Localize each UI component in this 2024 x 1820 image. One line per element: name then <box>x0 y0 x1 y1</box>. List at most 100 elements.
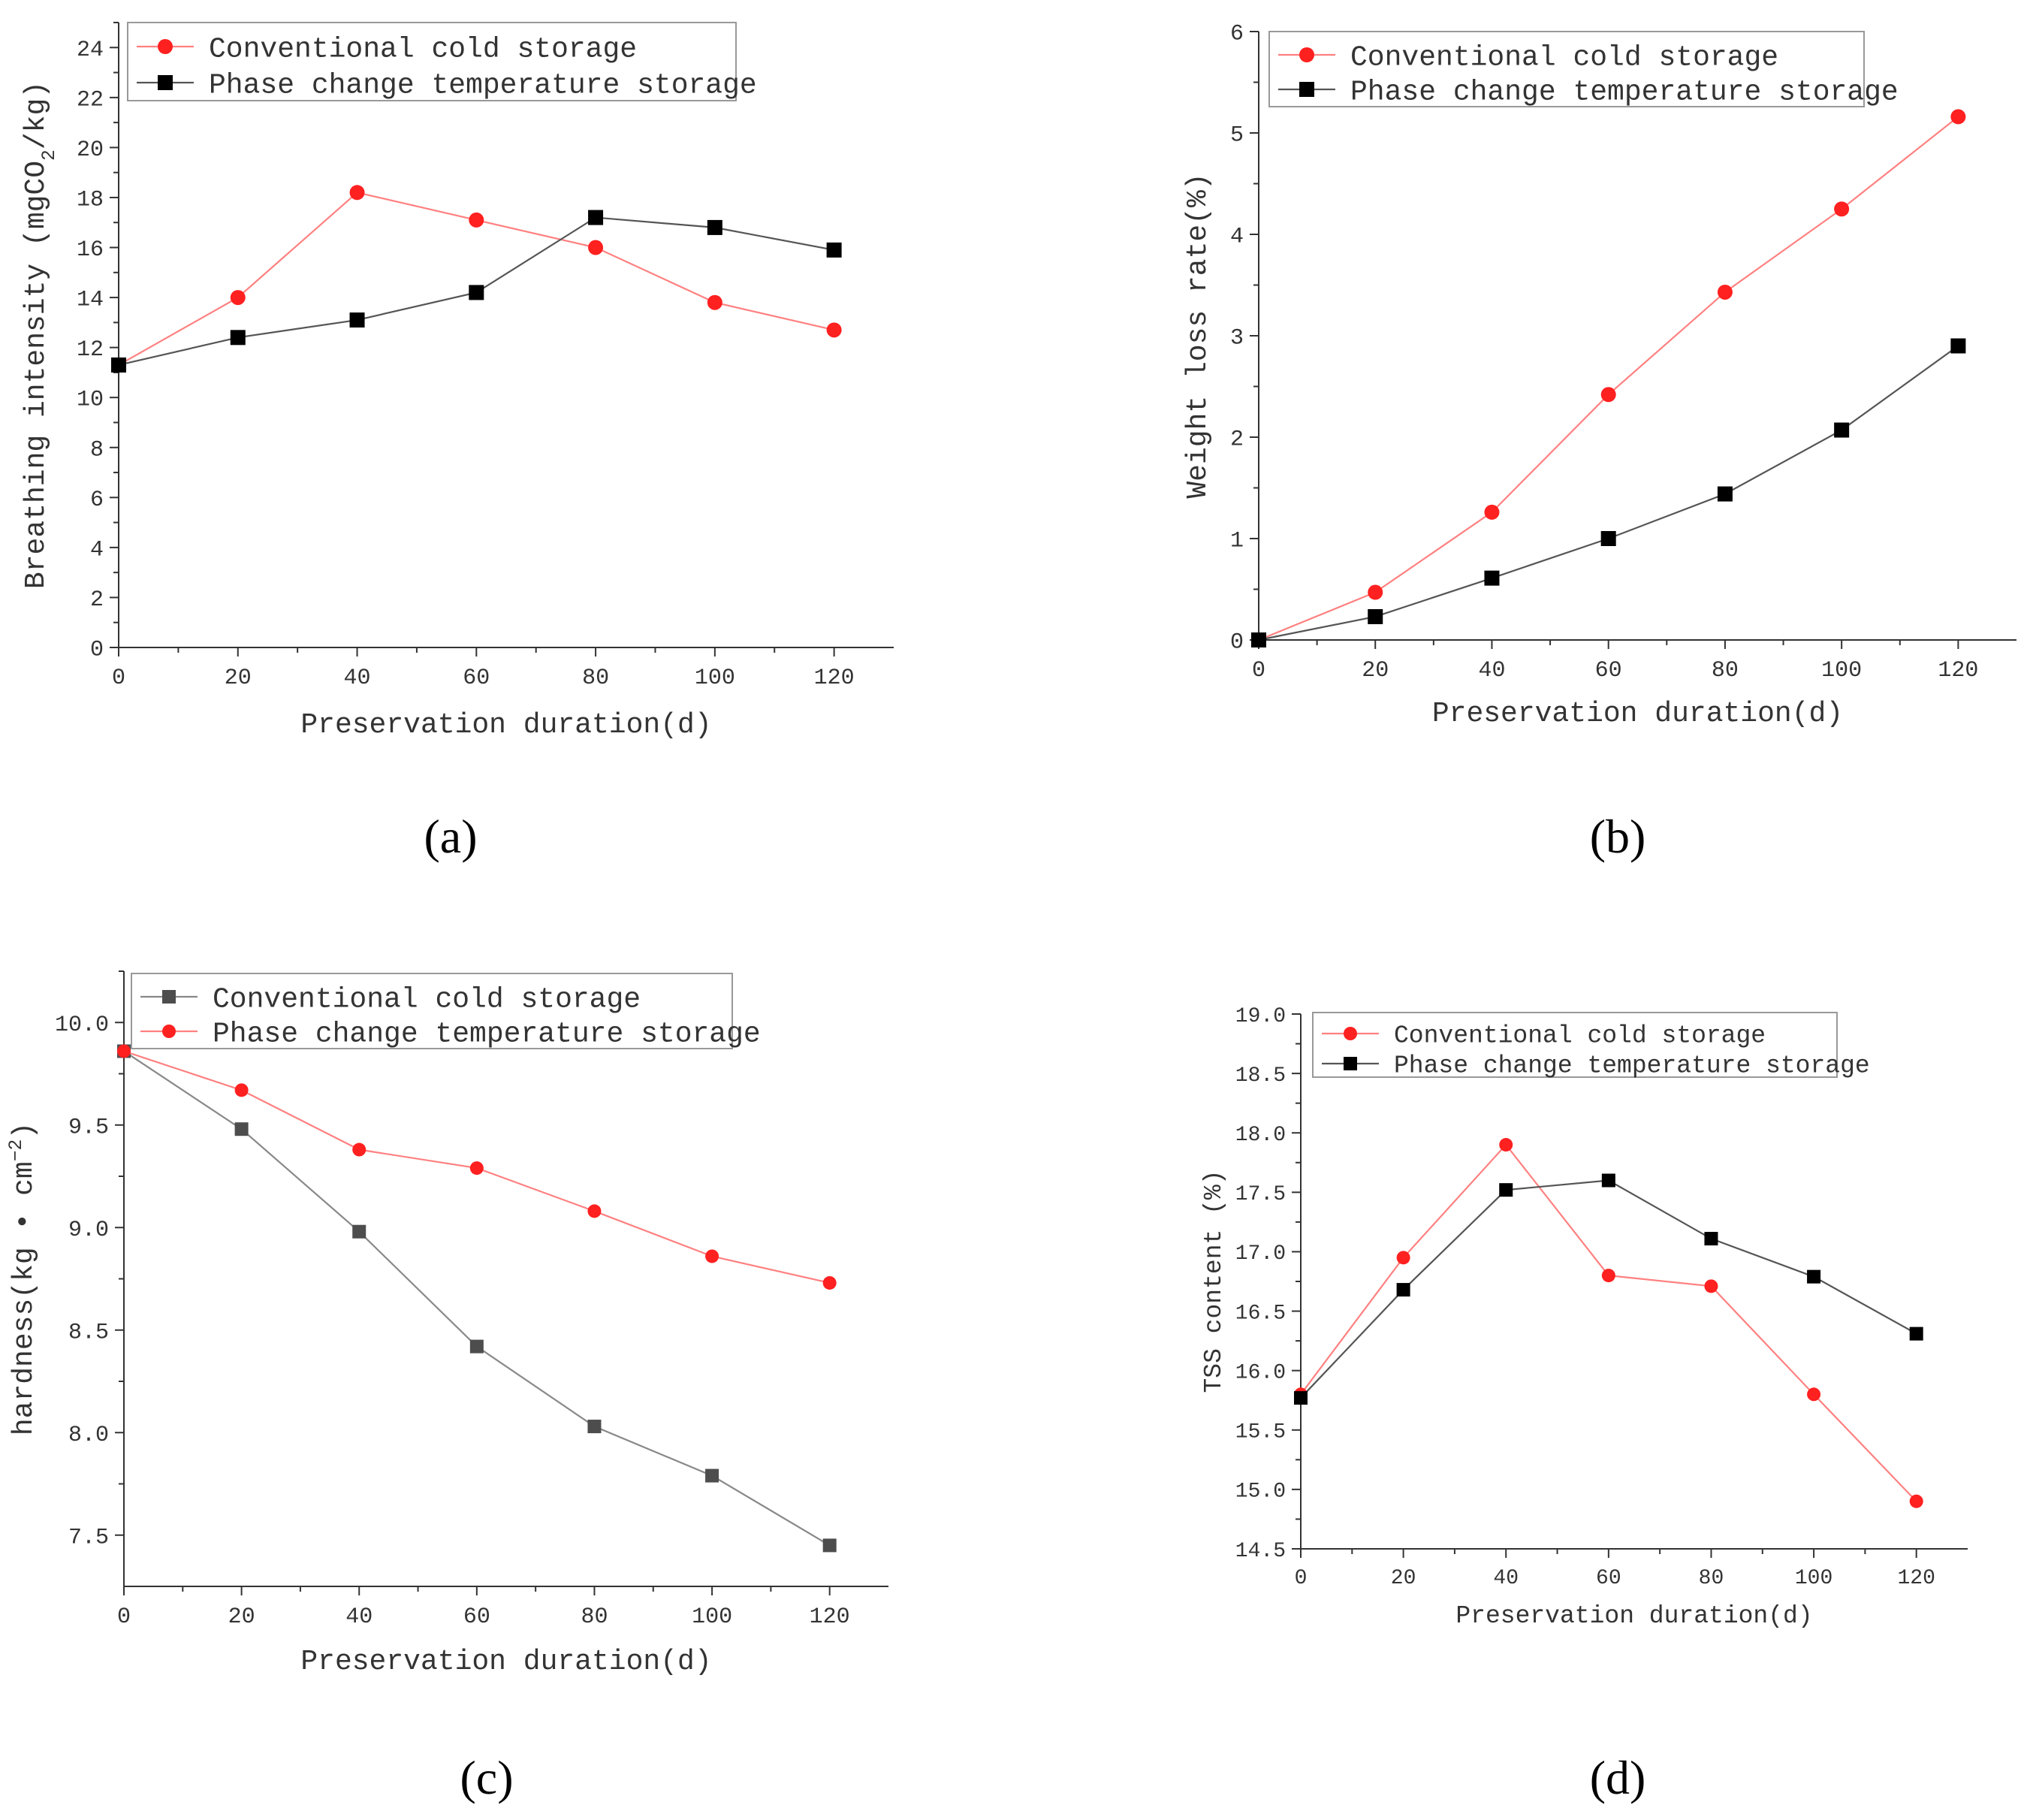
x-tick-label: 60 <box>463 1604 490 1630</box>
caption-b: (b) <box>1590 810 1646 863</box>
point-2-5 <box>1834 422 1850 438</box>
point-1-6 <box>826 322 842 338</box>
panel-d: 0 20 40 60 80 100 120 14.5 15.0 15.5 16.0 16.5 17.0 1… <box>1200 1005 1968 1630</box>
y-tick-label: 4 <box>90 537 104 563</box>
legend-label: Phase change temperature storage <box>1350 76 1899 108</box>
y-tick-label: 8.5 <box>68 1320 109 1345</box>
y-tick-label: 24 <box>77 38 104 63</box>
x-axis-label: Preservation duration(d) <box>300 709 711 741</box>
y-tick-label: 22 <box>77 87 104 113</box>
point-2-4 <box>1717 486 1733 502</box>
point-1-3 <box>1601 1269 1615 1283</box>
y-tick-label: 9.0 <box>68 1218 109 1243</box>
y-tick-label: 0 <box>1230 630 1244 656</box>
point-1-3 <box>469 212 484 228</box>
point-2-6 <box>822 1275 837 1290</box>
y-tick-label: 9.5 <box>68 1115 109 1140</box>
x-tick-label: 100 <box>1821 658 1862 684</box>
point-2-2 <box>349 312 365 328</box>
caption-d: (d) <box>1590 1751 1646 1804</box>
x-tick-label: 60 <box>1595 658 1622 684</box>
point-1-1 <box>1396 1251 1410 1265</box>
y-tick-label: 17.0 <box>1235 1242 1286 1266</box>
y-tick-label: 16.5 <box>1235 1302 1286 1325</box>
y-tick-label: 15.0 <box>1235 1480 1286 1504</box>
point-1-2 <box>349 185 365 201</box>
x-tick-label: 100 <box>692 1604 732 1630</box>
y-tick-label: 19.0 <box>1235 1005 1286 1028</box>
panel-b: 0 20 40 60 80 100 120 0 1 2 3 4 5 6 Preservation durat… <box>1182 22 2016 730</box>
legend-marker <box>162 1025 176 1038</box>
y-tick-label: 18 <box>77 187 104 213</box>
point-2-1 <box>230 330 246 346</box>
point-1-2 <box>1484 504 1500 520</box>
y-tick-label: 2 <box>90 587 104 613</box>
caption-a: (a) <box>424 810 477 863</box>
point-2-0 <box>117 1044 131 1058</box>
point-1-4 <box>587 1420 602 1434</box>
y-axis-label: hardness(kg • cm−2) <box>6 1122 41 1435</box>
point-2-3 <box>469 1161 484 1176</box>
point-1-5 <box>707 294 722 310</box>
x-tick-label: 120 <box>810 1604 850 1630</box>
y-tick-label: 15.5 <box>1235 1421 1286 1444</box>
legend-label: Conventional cold storage <box>1350 41 1778 74</box>
y-tick-label: 14.5 <box>1235 1540 1286 1563</box>
y-tick-label: 17.5 <box>1235 1183 1286 1206</box>
y-tick-label: 16 <box>77 237 104 263</box>
point-1-2 <box>352 1224 366 1239</box>
point-2-3 <box>469 285 484 300</box>
y-tick-label: 16.0 <box>1235 1361 1286 1384</box>
x-tick-label: 120 <box>1897 1567 1935 1590</box>
point-1-3 <box>469 1339 484 1354</box>
legend-box <box>127 22 737 101</box>
x-tick-label: 80 <box>582 666 609 691</box>
point-1-4 <box>588 240 604 255</box>
x-tick-label: 60 <box>463 666 490 691</box>
panel-a: 0 20 40 60 80 100 120024681012141618202224Pres… <box>20 22 894 741</box>
legend-label: Phase change temperature storage <box>213 1018 761 1050</box>
x-tick-label: 0 <box>1252 658 1265 684</box>
point-2-1 <box>1368 608 1383 624</box>
point-2-2 <box>1484 570 1500 586</box>
x-tick-label: 40 <box>345 1604 373 1630</box>
panel-c: 0 20 40 60 80 100 120 7.5 8.0 8.5 9.0 9.5 10.0 Preser… <box>6 970 888 1678</box>
point-2-1 <box>234 1083 249 1097</box>
y-tick-label: 3 <box>1230 326 1244 352</box>
x-axis-label: Preservation duration(d) <box>1432 698 1843 730</box>
x-tick-label: 20 <box>1391 1567 1416 1590</box>
x-tick-label: 60 <box>1596 1567 1621 1590</box>
point-2-0 <box>1294 1391 1308 1405</box>
x-tick-label: 40 <box>344 666 371 691</box>
point-2-4 <box>588 210 604 225</box>
y-axis-label: TSS content (%) <box>1200 1170 1228 1393</box>
x-tick-label: 80 <box>1699 1567 1724 1590</box>
caption-c: (c) <box>460 1751 513 1804</box>
point-1-5 <box>705 1468 719 1483</box>
legend-box <box>1268 31 1865 107</box>
point-1-5 <box>1807 1387 1821 1402</box>
point-2-5 <box>705 1249 719 1263</box>
y-tick-label: 10 <box>77 388 104 413</box>
y-tick-label: 5 <box>1230 123 1244 149</box>
x-tick-label: 40 <box>1493 1567 1519 1590</box>
point-2-4 <box>1704 1232 1718 1246</box>
point-2-2 <box>352 1142 366 1157</box>
x-tick-label: 100 <box>695 666 735 691</box>
legend-marker <box>162 990 176 1004</box>
x-tick-label: 80 <box>1712 658 1739 684</box>
point-1-2 <box>1499 1138 1513 1152</box>
point-2-3 <box>1601 1173 1615 1188</box>
point-1-1 <box>234 1122 249 1136</box>
y-tick-label: 18.5 <box>1235 1064 1286 1088</box>
y-tick-label: 12 <box>77 337 104 363</box>
point-2-6 <box>826 242 842 258</box>
x-tick-label: 120 <box>1938 658 1978 684</box>
x-tick-label: 40 <box>1478 658 1505 684</box>
point-2-6 <box>1909 1327 1923 1341</box>
point-1-6 <box>1909 1494 1923 1508</box>
legend-marker <box>158 75 173 90</box>
x-tick-label: 0 <box>1295 1567 1308 1590</box>
